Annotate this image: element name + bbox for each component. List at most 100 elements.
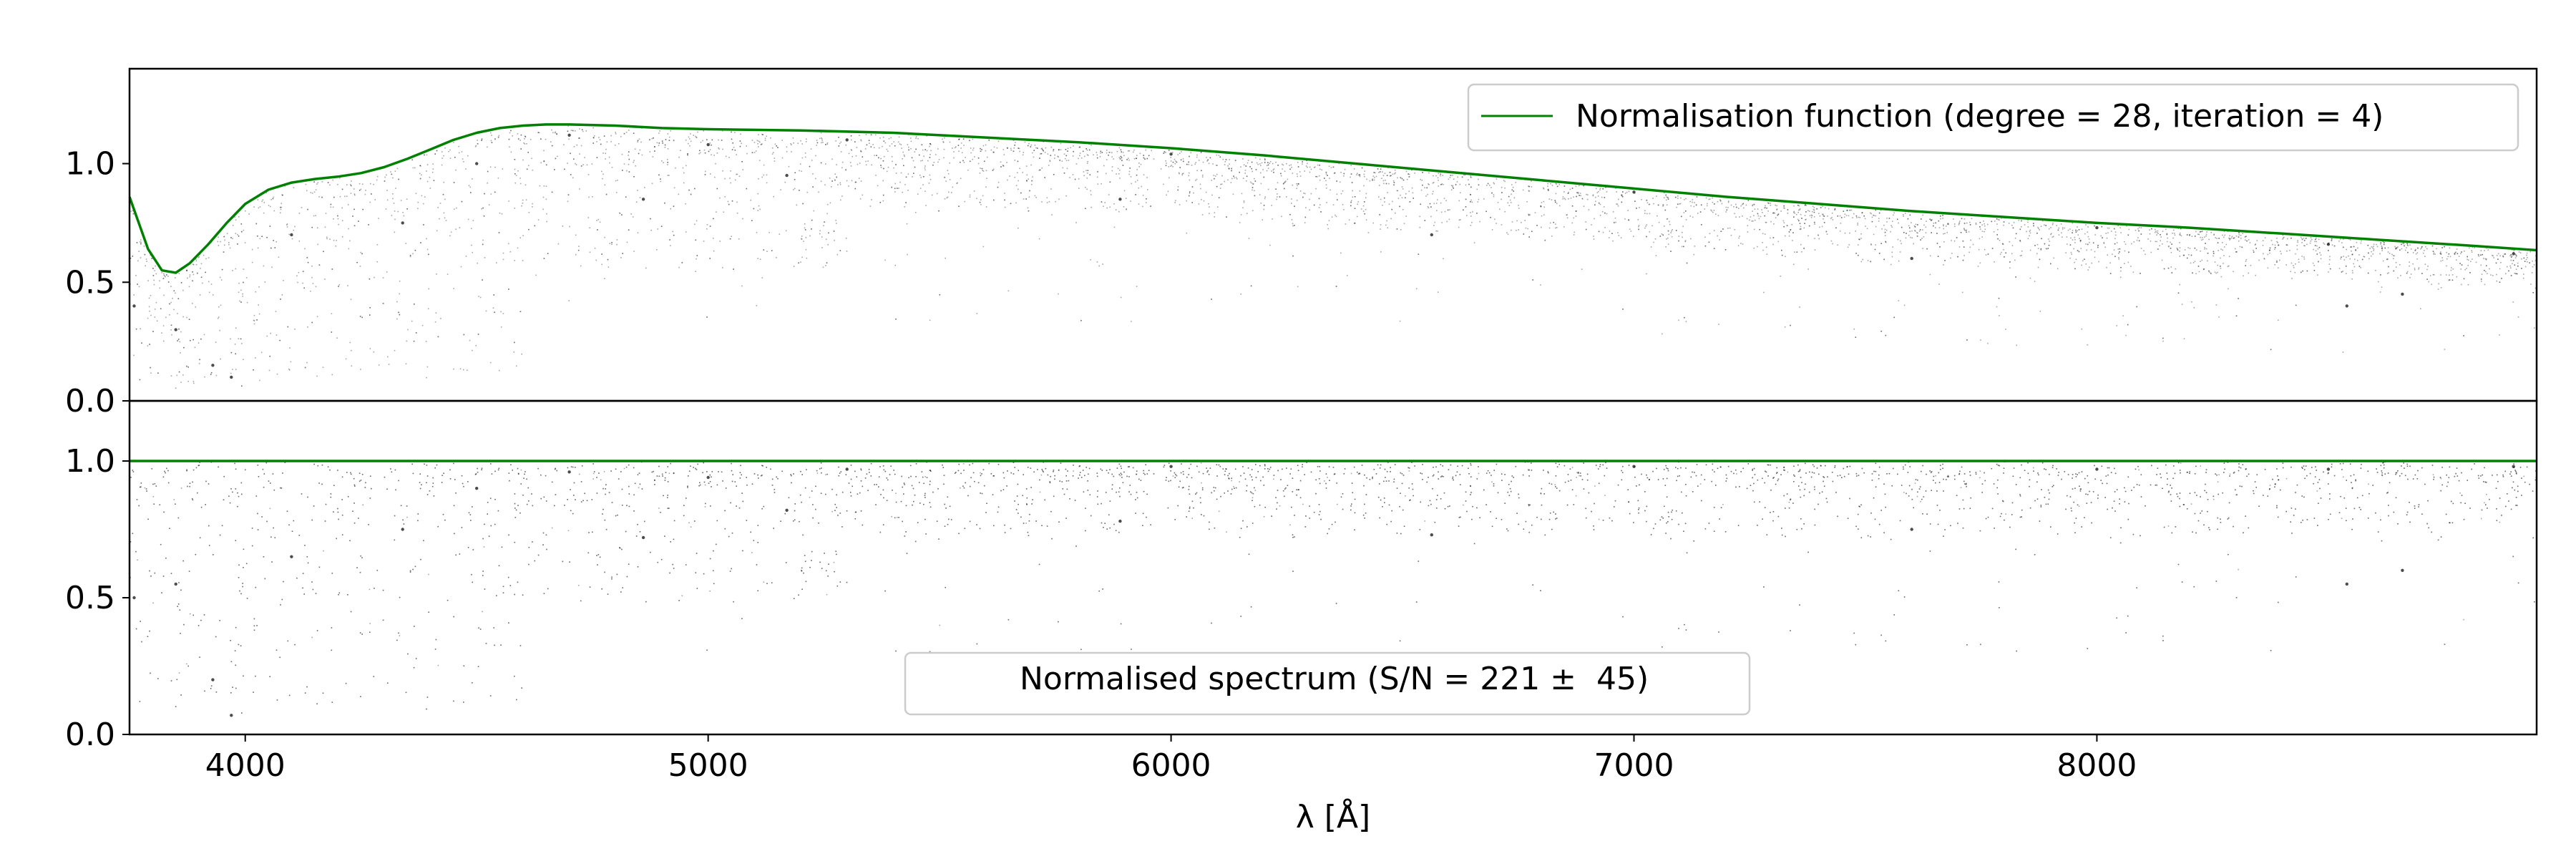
top-spectrum-texture-dot (1013, 150, 1015, 152)
top-spectrum-texture-dot (255, 357, 256, 359)
top-spectrum-texture-dot (673, 234, 675, 236)
top-spectrum-texture-dot (2167, 237, 2168, 239)
top-spectrum-texture-dot (2058, 227, 2059, 229)
top-spectrum-texture-dot (417, 201, 419, 203)
top-spectrum-texture-dot (2204, 236, 2205, 238)
top-spectrum-texture-dot (2011, 225, 2013, 226)
top-spectrum-texture-dot (694, 223, 696, 225)
top-spectrum-texture-dot (1267, 162, 1269, 163)
top-spectrum-texture-dot (2306, 270, 2308, 272)
top-spectrum-texture-dot (620, 136, 622, 137)
top-spectrum-texture-dot (2461, 283, 2462, 286)
top-spectrum-texture-dot (1250, 285, 1252, 287)
top-spectrum-texture-dot (235, 353, 236, 355)
top-spectrum-texture-dot (1088, 149, 1091, 151)
top-spectrum-texture-dot (2217, 242, 2219, 243)
top-spectrum-texture-dot (1962, 241, 1964, 242)
top-spectrum-texture-dot (1120, 149, 1122, 151)
top-spectrum-texture-dot (1752, 210, 1753, 212)
top-spectrum-texture-dot (2456, 276, 2458, 278)
top-spectrum-texture-dot (1120, 296, 1122, 299)
top-spectrum-texture-dot (2092, 242, 2094, 244)
top-spectrum-texture-dot (1826, 233, 1828, 235)
top-spectrum-texture-dot (1675, 196, 1677, 198)
top-spectrum-texture-dot (628, 151, 630, 152)
top-spectrum-texture-dot (890, 137, 892, 139)
top-spectrum-texture-dot (2317, 274, 2318, 276)
top-spectrum-texture-dot (444, 198, 446, 200)
top-spectrum-texture-dot (774, 143, 776, 145)
top-spectrum-texture-dot (2328, 271, 2329, 273)
top-spectrum-texture-dot (1385, 183, 1387, 185)
top-spectrum-texture-dot (1131, 321, 1132, 322)
top-spectrum-texture-dot (1683, 246, 1684, 248)
top-spectrum-texture-dot (238, 291, 240, 293)
top-spectrum-texture-dot (894, 145, 896, 147)
top-spectrum-texture-dot (2103, 243, 2105, 244)
top-spectrum-texture-dot (1266, 170, 1268, 172)
top-spectrum-texture-dot (869, 205, 872, 207)
top-spectrum-texture-dot (445, 220, 447, 221)
top-spectrum-texture-dot (1067, 147, 1069, 150)
top-spectrum-texture-dot (2377, 281, 2379, 283)
top-spectrum-texture-dot (405, 243, 407, 244)
top-spectrum-texture-dot (1528, 190, 1530, 192)
top-spectrum-texture-dot (1256, 162, 1258, 164)
top-spectrum-texture-dot (1319, 165, 1320, 166)
top-spectrum-texture-dot (195, 260, 197, 262)
top-spectrum-texture-dot (2373, 246, 2374, 248)
top-spectrum-texture-dot (1869, 212, 1871, 214)
top-spectrum-texture-dot (2242, 233, 2244, 234)
top-spectrum-texture-dot (540, 138, 542, 140)
top-spectrum-texture-dot (494, 138, 496, 140)
top-spectrum-texture-dot (1604, 212, 1606, 214)
top-spectrum-texture-dot (1119, 158, 1121, 160)
top-spectrum-texture-dot (1145, 149, 1146, 151)
top-spectrum-texture-dot (633, 132, 635, 134)
top-spectrum-texture-dot (440, 318, 441, 319)
top-spectrum-texture-dot (2070, 251, 2072, 253)
top-spectrum-texture-dot (809, 165, 811, 168)
top-spectrum-texture-dot (2179, 233, 2180, 236)
top-spectrum-texture-dot (270, 199, 272, 200)
top-spectrum-texture-dot (1466, 215, 1468, 216)
top-spectrum-texture-dot (2360, 267, 2361, 268)
top-spectrum-texture-dot (526, 168, 528, 170)
top-spectrum-texture-dot (2357, 247, 2358, 249)
top-spectrum-texture-dot (303, 287, 305, 289)
top-spectrum-texture-dot (786, 150, 788, 152)
top-spectrum-texture-dot (742, 169, 744, 170)
top-spectrum-texture-dot (1751, 220, 1753, 222)
top-spectrum-texture-dot (526, 168, 528, 170)
top-spectrum-texture-dot (1675, 230, 1677, 231)
top-spectrum-texture-dot (834, 179, 836, 181)
top-spectrum-texture-dot (2331, 240, 2333, 241)
top-spectrum-texture-dot (2469, 247, 2470, 249)
top-spectrum-texture-dot (906, 223, 908, 225)
top-spectrum-texture-dot (2118, 257, 2119, 258)
top-spectrum-texture-dot (826, 262, 828, 263)
top-spectrum-texture-dot (2532, 261, 2533, 262)
top-spectrum-texture-dot (1605, 186, 1606, 188)
top-spectrum-texture-dot (139, 241, 141, 243)
top-spectrum-texture-dot (409, 256, 411, 258)
top-spectrum-texture-dot (1014, 160, 1016, 161)
top-spectrum-texture-dot (576, 144, 577, 146)
top-spectrum-texture-dot (1214, 212, 1216, 213)
top-spectrum-texture-dot (760, 144, 762, 145)
top-spectrum-texture-dot (474, 145, 477, 147)
top-spectrum-texture-dot (1062, 167, 1064, 169)
top-spectrum-texture-dot (2353, 246, 2355, 248)
top-spectrum-texture-dot (2424, 250, 2425, 251)
top-spectrum-texture-dot (1252, 189, 1253, 191)
top-spectrum-texture-dot (2361, 240, 2362, 242)
top-spectrum-texture-dot (1188, 161, 1189, 163)
top-spectrum-texture-dot (2162, 230, 2164, 232)
top-spectrum-texture-dot (1772, 243, 1774, 246)
top-spectrum-texture-dot (1434, 221, 1436, 223)
top-spectrum-texture-dot (1042, 149, 1043, 150)
top-spectrum-texture-dot (661, 160, 663, 162)
top-spectrum-texture-dot (1800, 213, 1802, 215)
top-spectrum-texture-dot (742, 218, 743, 220)
top-spectrum-texture-dot (1913, 243, 1914, 245)
